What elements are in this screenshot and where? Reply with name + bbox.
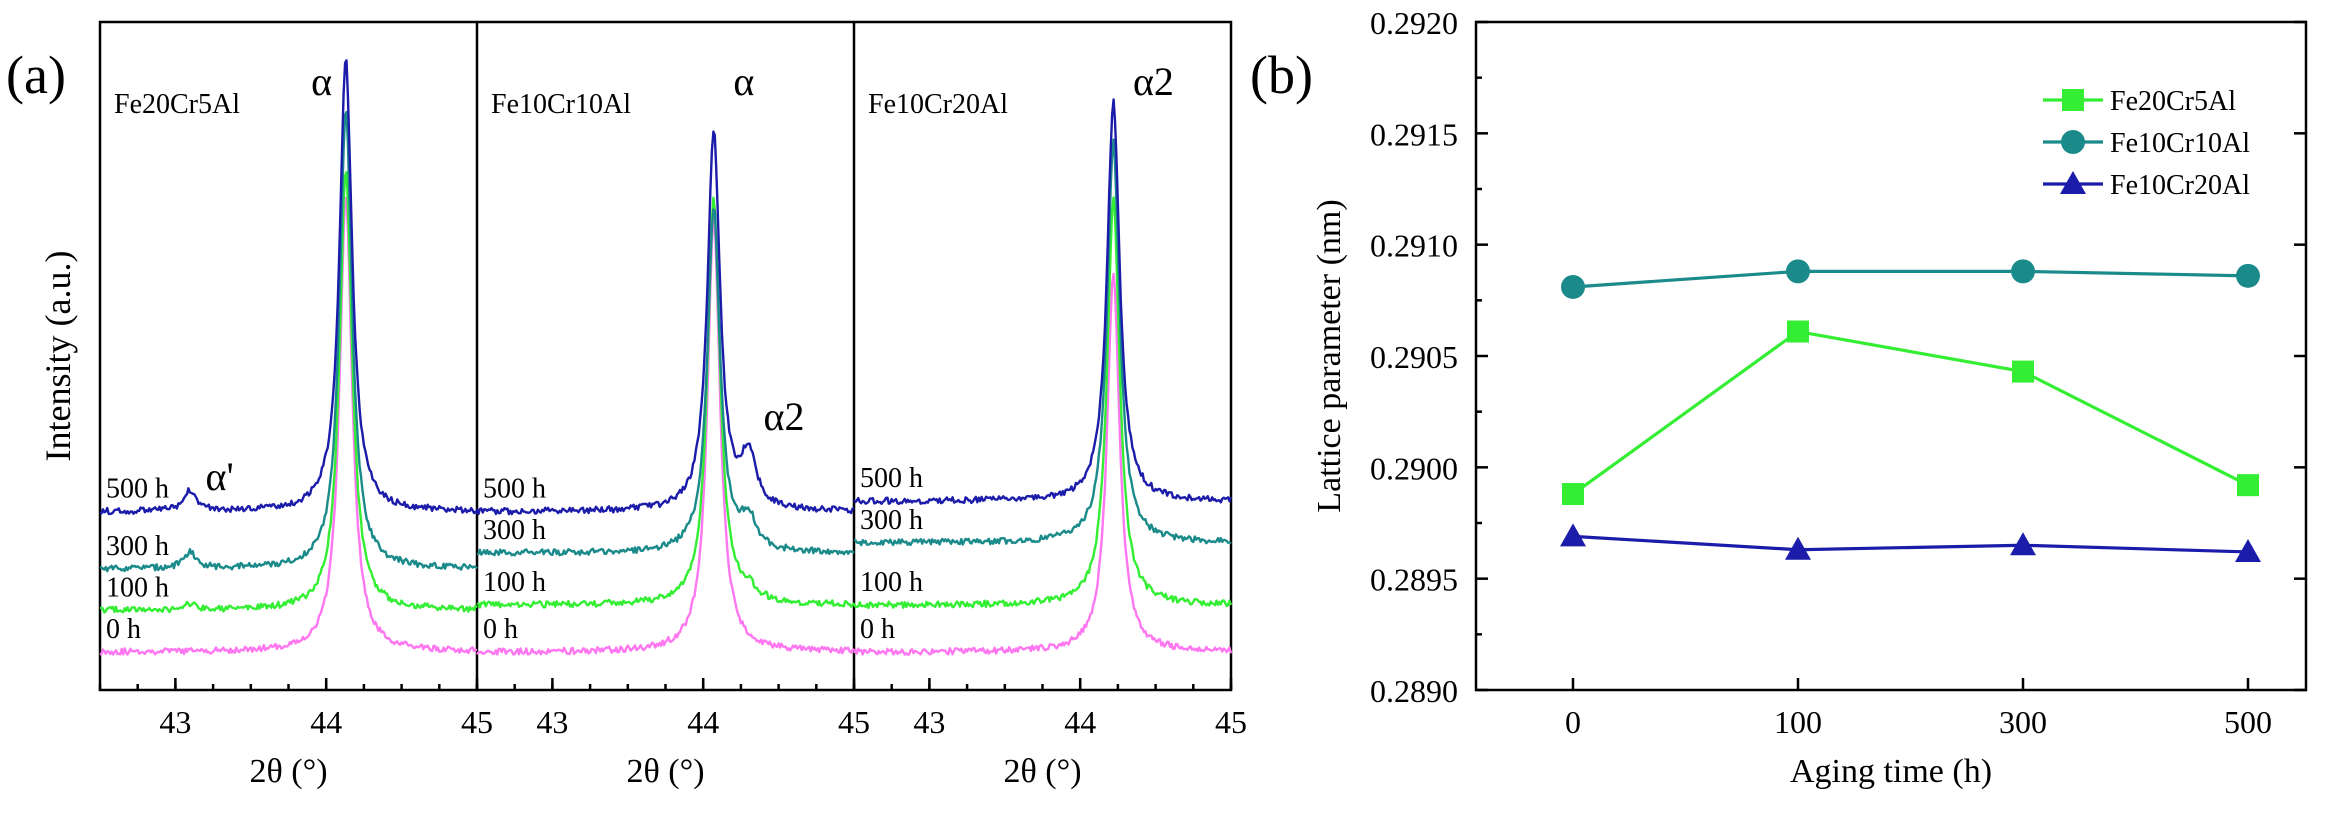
y-tick-label: 0.2900 [1370, 450, 1458, 486]
legend-marker [2061, 130, 2085, 154]
subplot-title: Fe10Cr20Al [868, 89, 1008, 120]
legend-label: Fe10Cr20Al [2110, 170, 2250, 201]
x-tick-label: 45 [1215, 704, 1247, 740]
subplot-title: Fe10Cr10Al [491, 89, 631, 120]
data-point [2012, 360, 2034, 383]
xrd-trace-0h [476, 214, 855, 656]
xrd-trace-300h [476, 208, 855, 557]
plot-frame [1474, 20, 2308, 692]
y-tick-label: 0.2895 [1370, 562, 1458, 598]
trace-label: 0 h [106, 614, 141, 645]
x-tick-label: 44 [1064, 704, 1096, 740]
x-tick-label: 500 [2224, 704, 2272, 740]
xrd-trace-500h [99, 59, 478, 516]
x-tick-label: 43 [159, 704, 191, 740]
trace-label: 100 h [106, 572, 169, 603]
y-tick-label: 0.2890 [1370, 673, 1458, 709]
legend-label: Fe20Cr5Al [2110, 86, 2236, 117]
data-point [2010, 532, 2036, 556]
trace-label: 300 h [483, 515, 546, 546]
data-point [2235, 538, 2261, 562]
xrd-trace-300h [853, 138, 1232, 547]
xrd-trace-500h [853, 98, 1233, 505]
xrd-trace-0h [99, 196, 478, 656]
y-tick-label: 0.2920 [1370, 5, 1458, 41]
series-line-fe10cr20al [1572, 534, 2249, 554]
data-point [1787, 320, 1809, 343]
legend-label: Fe10Cr10Al [2110, 128, 2250, 159]
trace-label: 0 h [860, 614, 895, 645]
data-point [2236, 263, 2260, 288]
panel-a-label: (a) [6, 45, 66, 105]
x-axis-label: 2θ (°) [1003, 753, 1081, 790]
trace-label: 300 h [860, 505, 923, 536]
xrd-trace-500h [475, 130, 855, 516]
lattice-parameter-panel: 0.2890 0.2895 0.2900 0.2905 0.2910 0.2915 0.29… [1311, 5, 2308, 790]
x-tick-label: 45 [838, 704, 870, 740]
series-line-fe20cr5al [1572, 329, 2249, 496]
trace-label: 300 h [106, 531, 169, 562]
data-point [1786, 259, 1810, 284]
peak-annotation: α2 [1133, 59, 1174, 104]
peak-annotation: α' [206, 454, 234, 499]
x-tick-label: 44 [310, 704, 342, 740]
data-point [1561, 274, 1585, 299]
data-point [2237, 474, 2259, 497]
y-tick-label: 0.2915 [1370, 116, 1458, 152]
y-tick-label: 0.2905 [1370, 339, 1458, 375]
trace-label: 500 h [483, 474, 546, 505]
series-line-fe10cr10al [1572, 269, 2249, 289]
xrd-trace-100h [476, 196, 856, 609]
peak-annotation: α [311, 59, 332, 104]
subplot-title: Fe20Cr5Al [114, 89, 240, 120]
legend-marker [2060, 171, 2086, 194]
data-point [1562, 483, 1584, 506]
trace-label: 100 h [860, 567, 923, 598]
trace-label: 0 h [483, 614, 518, 645]
legend-marker [2062, 89, 2084, 111]
trace-label: 500 h [860, 463, 923, 494]
x-tick-label: 44 [687, 704, 719, 740]
data-point [2011, 259, 2035, 284]
x-axis-label: Aging time (h) [1790, 753, 1992, 790]
x-axis-label: 2θ (°) [626, 753, 704, 790]
y-axis-label: Intensity (a.u.) [38, 251, 78, 462]
xrd-trace-100h [852, 196, 1233, 610]
xrd-trace-300h [99, 110, 478, 573]
y-tick-label: 0.2910 [1370, 228, 1458, 264]
xrd-trace-0h [852, 272, 1233, 656]
peak-annotation: α2 [764, 394, 805, 439]
data-point [1560, 523, 1586, 547]
x-tick-label: 45 [461, 704, 493, 740]
x-axis-label: 2θ (°) [249, 753, 327, 790]
x-tick-label: 43 [913, 704, 945, 740]
peak-annotation: α [733, 59, 754, 104]
plot-frame [98, 20, 1233, 692]
data-point [1785, 536, 1811, 560]
trace-label: 100 h [483, 567, 546, 598]
xrd-trace-100h [99, 170, 478, 614]
x-tick-label: 300 [1999, 704, 2047, 740]
xrd-panel: Intensity (a.u.) 43 44 45 2θ (°) Fe20Cr5Al 0 h… [38, 20, 1247, 790]
x-tick-label: 100 [1774, 704, 1822, 740]
panel-b-label: (b) [1250, 45, 1313, 105]
y-axis-label: Lattice parameter (nm) [1311, 199, 1348, 512]
x-tick-label: 0 [1565, 704, 1581, 740]
trace-label: 500 h [106, 474, 169, 505]
x-tick-label: 43 [536, 704, 568, 740]
